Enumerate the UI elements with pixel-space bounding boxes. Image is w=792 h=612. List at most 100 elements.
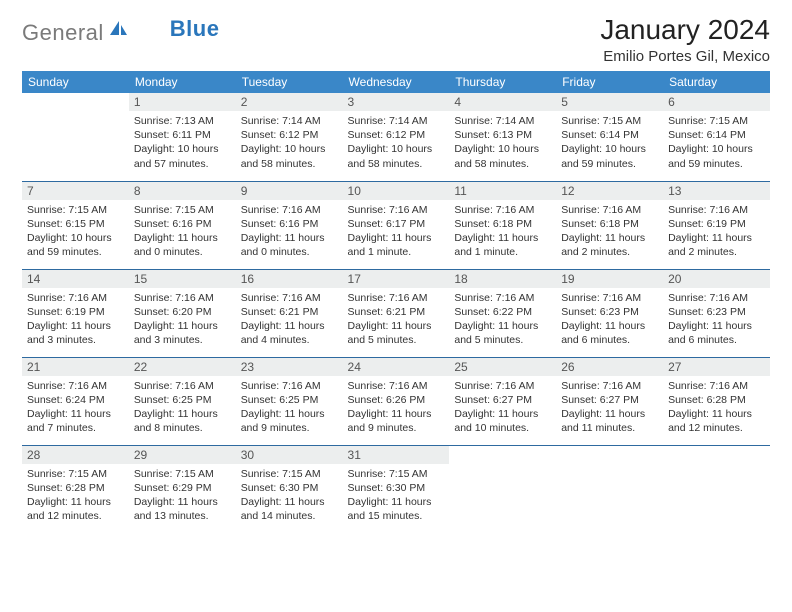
day-number: 9 bbox=[236, 182, 343, 200]
day-details: Sunrise: 7:16 AMSunset: 6:18 PMDaylight:… bbox=[449, 200, 556, 264]
daylight-text: Daylight: 11 hours and 6 minutes. bbox=[668, 319, 765, 347]
sunset-text: Sunset: 6:18 PM bbox=[454, 217, 551, 231]
day-details: Sunrise: 7:15 AMSunset: 6:30 PMDaylight:… bbox=[343, 464, 450, 528]
day-number: 30 bbox=[236, 446, 343, 464]
day-number: 11 bbox=[449, 182, 556, 200]
day-number: 23 bbox=[236, 358, 343, 376]
calendar-day-cell bbox=[556, 445, 663, 533]
sunrise-text: Sunrise: 7:15 AM bbox=[348, 467, 445, 481]
sunrise-text: Sunrise: 7:16 AM bbox=[348, 203, 445, 217]
page-title: January 2024 bbox=[600, 14, 770, 46]
day-details: Sunrise: 7:16 AMSunset: 6:27 PMDaylight:… bbox=[449, 376, 556, 440]
sunset-text: Sunset: 6:23 PM bbox=[668, 305, 765, 319]
daylight-text: Daylight: 10 hours and 59 minutes. bbox=[27, 231, 124, 259]
sunset-text: Sunset: 6:14 PM bbox=[668, 128, 765, 142]
weekday-header: Wednesday bbox=[343, 71, 450, 93]
calendar-day-cell: 9 Sunrise: 7:16 AMSunset: 6:16 PMDaylight… bbox=[236, 181, 343, 269]
calendar-day-cell: 16Sunrise: 7:16 AMSunset: 6:21 PMDayligh… bbox=[236, 269, 343, 357]
sunrise-text: Sunrise: 7:16 AM bbox=[348, 379, 445, 393]
daylight-text: Daylight: 10 hours and 59 minutes. bbox=[561, 142, 658, 170]
header: General Blue January 2024 Emilio Portes … bbox=[22, 14, 770, 65]
calendar-day-cell: 21Sunrise: 7:16 AMSunset: 6:24 PMDayligh… bbox=[22, 357, 129, 445]
calendar-day-cell: 18Sunrise: 7:16 AMSunset: 6:22 PMDayligh… bbox=[449, 269, 556, 357]
day-details: Sunrise: 7:14 AMSunset: 6:13 PMDaylight:… bbox=[449, 111, 556, 175]
day-details: Sunrise: 7:15 AMSunset: 6:30 PMDaylight:… bbox=[236, 464, 343, 528]
sunrise-text: Sunrise: 7:15 AM bbox=[561, 114, 658, 128]
calendar-day-cell: 13Sunrise: 7:16 AMSunset: 6:19 PMDayligh… bbox=[663, 181, 770, 269]
sunrise-text: Sunrise: 7:16 AM bbox=[134, 379, 231, 393]
daylight-text: Daylight: 11 hours and 4 minutes. bbox=[241, 319, 338, 347]
calendar-day-cell: 6Sunrise: 7:15 AMSunset: 6:14 PMDaylight… bbox=[663, 93, 770, 181]
day-number: 4 bbox=[449, 93, 556, 111]
day-number: 5 bbox=[556, 93, 663, 111]
day-details: Sunrise: 7:15 AMSunset: 6:28 PMDaylight:… bbox=[22, 464, 129, 528]
daylight-text: Daylight: 11 hours and 0 minutes. bbox=[241, 231, 338, 259]
calendar-day-cell: 3Sunrise: 7:14 AMSunset: 6:12 PMDaylight… bbox=[343, 93, 450, 181]
calendar-day-cell: 24Sunrise: 7:16 AMSunset: 6:26 PMDayligh… bbox=[343, 357, 450, 445]
day-details: Sunrise: 7:16 AMSunset: 6:17 PMDaylight:… bbox=[343, 200, 450, 264]
logo-sail-icon bbox=[108, 19, 128, 42]
day-details: Sunrise: 7:16 AMSunset: 6:23 PMDaylight:… bbox=[663, 288, 770, 352]
day-details: Sunrise: 7:16 AMSunset: 6:26 PMDaylight:… bbox=[343, 376, 450, 440]
sunrise-text: Sunrise: 7:16 AM bbox=[241, 203, 338, 217]
sunrise-text: Sunrise: 7:16 AM bbox=[561, 379, 658, 393]
daylight-text: Daylight: 11 hours and 3 minutes. bbox=[27, 319, 124, 347]
daylight-text: Daylight: 11 hours and 15 minutes. bbox=[348, 495, 445, 523]
calendar-week-row: 21Sunrise: 7:16 AMSunset: 6:24 PMDayligh… bbox=[22, 357, 770, 445]
logo-text-gray: General bbox=[22, 20, 104, 46]
calendar-day-cell: 26Sunrise: 7:16 AMSunset: 6:27 PMDayligh… bbox=[556, 357, 663, 445]
weekday-header: Tuesday bbox=[236, 71, 343, 93]
sunset-text: Sunset: 6:16 PM bbox=[134, 217, 231, 231]
sunset-text: Sunset: 6:12 PM bbox=[348, 128, 445, 142]
sunset-text: Sunset: 6:30 PM bbox=[348, 481, 445, 495]
sunrise-text: Sunrise: 7:16 AM bbox=[668, 203, 765, 217]
calendar-day-cell: 15Sunrise: 7:16 AMSunset: 6:20 PMDayligh… bbox=[129, 269, 236, 357]
sunset-text: Sunset: 6:12 PM bbox=[241, 128, 338, 142]
calendar-day-cell: 29Sunrise: 7:15 AMSunset: 6:29 PMDayligh… bbox=[129, 445, 236, 533]
sunset-text: Sunset: 6:13 PM bbox=[454, 128, 551, 142]
day-details: Sunrise: 7:15 AMSunset: 6:15 PMDaylight:… bbox=[22, 200, 129, 264]
day-details: Sunrise: 7:16 AMSunset: 6:22 PMDaylight:… bbox=[449, 288, 556, 352]
title-block: January 2024 Emilio Portes Gil, Mexico bbox=[600, 14, 770, 65]
sunset-text: Sunset: 6:21 PM bbox=[241, 305, 338, 319]
day-details: Sunrise: 7:16 AMSunset: 6:25 PMDaylight:… bbox=[236, 376, 343, 440]
calendar-day-cell: 10Sunrise: 7:16 AMSunset: 6:17 PMDayligh… bbox=[343, 181, 450, 269]
daylight-text: Daylight: 11 hours and 7 minutes. bbox=[27, 407, 124, 435]
day-details: Sunrise: 7:16 AMSunset: 6:28 PMDaylight:… bbox=[663, 376, 770, 440]
sunrise-text: Sunrise: 7:14 AM bbox=[348, 114, 445, 128]
daylight-text: Daylight: 11 hours and 9 minutes. bbox=[241, 407, 338, 435]
daylight-text: Daylight: 11 hours and 14 minutes. bbox=[241, 495, 338, 523]
calendar-day-cell: 14Sunrise: 7:16 AMSunset: 6:19 PMDayligh… bbox=[22, 269, 129, 357]
calendar-day-cell: 11Sunrise: 7:16 AMSunset: 6:18 PMDayligh… bbox=[449, 181, 556, 269]
day-number: 19 bbox=[556, 270, 663, 288]
daylight-text: Daylight: 11 hours and 5 minutes. bbox=[454, 319, 551, 347]
sunrise-text: Sunrise: 7:16 AM bbox=[241, 379, 338, 393]
day-details: Sunrise: 7:16 AMSunset: 6:27 PMDaylight:… bbox=[556, 376, 663, 440]
sunset-text: Sunset: 6:16 PM bbox=[241, 217, 338, 231]
day-number: 7 bbox=[22, 182, 129, 200]
day-details: Sunrise: 7:16 AMSunset: 6:24 PMDaylight:… bbox=[22, 376, 129, 440]
calendar-day-cell bbox=[663, 445, 770, 533]
calendar-week-row: 7Sunrise: 7:15 AMSunset: 6:15 PMDaylight… bbox=[22, 181, 770, 269]
sunrise-text: Sunrise: 7:15 AM bbox=[27, 203, 124, 217]
sunset-text: Sunset: 6:25 PM bbox=[134, 393, 231, 407]
day-number: 17 bbox=[343, 270, 450, 288]
sunset-text: Sunset: 6:18 PM bbox=[561, 217, 658, 231]
day-number: 2 bbox=[236, 93, 343, 111]
daylight-text: Daylight: 11 hours and 1 minute. bbox=[348, 231, 445, 259]
daylight-text: Daylight: 11 hours and 12 minutes. bbox=[668, 407, 765, 435]
sunrise-text: Sunrise: 7:16 AM bbox=[27, 379, 124, 393]
daylight-text: Daylight: 10 hours and 58 minutes. bbox=[348, 142, 445, 170]
weekday-header-row: Sunday Monday Tuesday Wednesday Thursday… bbox=[22, 71, 770, 93]
day-number: 18 bbox=[449, 270, 556, 288]
weekday-header: Saturday bbox=[663, 71, 770, 93]
day-number: 24 bbox=[343, 358, 450, 376]
calendar-day-cell: 5Sunrise: 7:15 AMSunset: 6:14 PMDaylight… bbox=[556, 93, 663, 181]
day-number: 26 bbox=[556, 358, 663, 376]
day-details: Sunrise: 7:16 AMSunset: 6:20 PMDaylight:… bbox=[129, 288, 236, 352]
sunset-text: Sunset: 6:28 PM bbox=[27, 481, 124, 495]
calendar-day-cell: 12Sunrise: 7:16 AMSunset: 6:18 PMDayligh… bbox=[556, 181, 663, 269]
sunrise-text: Sunrise: 7:15 AM bbox=[241, 467, 338, 481]
sunrise-text: Sunrise: 7:14 AM bbox=[454, 114, 551, 128]
calendar-day-cell: 28Sunrise: 7:15 AMSunset: 6:28 PMDayligh… bbox=[22, 445, 129, 533]
